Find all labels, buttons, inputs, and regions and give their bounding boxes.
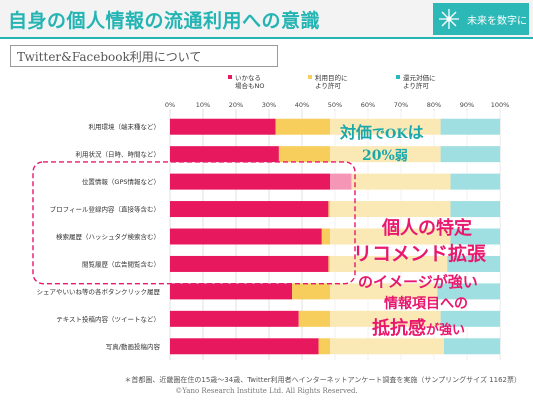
- category-label-1: 利用状況（日時、時間など）: [76, 150, 161, 159]
- logo: 未来を数字に: [433, 3, 529, 35]
- annotation-strong-resistance-b: が強い: [426, 323, 466, 338]
- annotation-price-ok: 対価でOKは: [340, 119, 424, 143]
- title-bar: 自身の個人情報の流通利用への意識 未来を数字に: [0, 0, 533, 39]
- annotation-strong-resistance: 抵抗感が強い: [372, 314, 465, 340]
- legend-label-0: いかなる場合もNO: [235, 74, 264, 90]
- stacked-bar-chart: いかなる場合もNO 利用目的により許可 還元対価により許可 0% 10% 20% 30% 40…: [32, 73, 510, 362]
- logo-text: 未来を数字に: [467, 16, 527, 27]
- subtitle: Twitter&Facebook利用について: [17, 50, 202, 64]
- annotation-twenty-percent-a: 20%: [362, 148, 395, 164]
- bar-1-0: [170, 146, 279, 163]
- legend-swatch-0: [228, 75, 232, 79]
- x-tick-label-1: 10%: [196, 101, 210, 109]
- category-label-0: 利用環境（端末種など）: [89, 122, 161, 131]
- bar-2-0: [170, 173, 352, 190]
- annotation-price-ok-c: は: [407, 123, 424, 142]
- bar-3-0: [170, 201, 329, 218]
- legend-label-1: 利用目的により許可: [315, 73, 348, 90]
- annotation-info-items: 情報項目への: [384, 296, 468, 312]
- bar-4-0: [170, 228, 322, 245]
- x-tick-label-5: 50%: [328, 101, 342, 109]
- subtitle-box: Twitter&Facebook利用について: [10, 45, 278, 67]
- x-tick-label-8: 80%: [427, 101, 441, 109]
- highlight-overlay: [330, 111, 500, 362]
- annotation-price-ok-a: 対価: [340, 123, 373, 142]
- bar-8-0: [170, 338, 319, 355]
- category-label-4: 検索履歴（ハッシュタグ検索含む）: [56, 232, 160, 241]
- annotation-strong-resistance-a: 抵抗感: [372, 318, 426, 339]
- category-label-8: 写真/動画投稿内容: [106, 342, 161, 351]
- x-tick-label-10: 100%: [491, 101, 510, 109]
- legend-swatch-2: [396, 75, 400, 79]
- highlight-dashed-box: [32, 161, 356, 285]
- bar-0-0: [170, 118, 276, 135]
- footnote: ＊首都圏、近畿圏在住の15歳～34歳、Twitter利用者へインターネットアンケ…: [124, 376, 521, 384]
- x-tick-label-6: 60%: [361, 101, 375, 109]
- category-label-7: テキスト投稿内容（ツイートなど）: [56, 314, 160, 323]
- starburst-icon: [439, 9, 459, 29]
- x-tick-label-0: 0%: [165, 101, 175, 109]
- annotation-twenty-percent: 20%弱: [362, 145, 408, 164]
- annotation-twenty-percent-b: 弱: [394, 149, 408, 164]
- bar-6-0: [170, 283, 293, 300]
- page-title: 自身の個人情報の流通利用への意識: [8, 10, 321, 32]
- category-label-5: 閲覧履歴（広告閲覧含む）: [82, 259, 160, 268]
- category-label-6: シェアやいいね等の各ボタンクリック履歴: [37, 287, 161, 296]
- category-label-3: プロフィール登録内容（直接等含む）: [50, 205, 160, 214]
- annotation-recommend-expansion: リコメンド拡張: [353, 243, 487, 265]
- x-tick-label-2: 20%: [229, 101, 243, 109]
- annotation-personal-identification: 個人の特定: [382, 218, 472, 239]
- bar-5-0: [170, 255, 329, 272]
- copyright: ©Yano Research Institute Ltd. All Rights…: [175, 387, 358, 395]
- legend-swatch-1: [308, 75, 312, 79]
- annotation-price-ok-b: でOK: [372, 127, 408, 142]
- x-tick-label-3: 30%: [262, 101, 276, 109]
- category-label-2: 位置情報（GPS情報など）: [82, 177, 160, 186]
- x-tick-label-9: 90%: [460, 101, 474, 109]
- legend-label-2: 還元対価により許可: [403, 73, 436, 90]
- bar-7-0: [170, 310, 299, 327]
- x-tick-label-7: 70%: [394, 101, 408, 109]
- annotation-strong-image: のイメージが強い: [358, 273, 478, 291]
- x-tick-label-4: 40%: [295, 101, 309, 109]
